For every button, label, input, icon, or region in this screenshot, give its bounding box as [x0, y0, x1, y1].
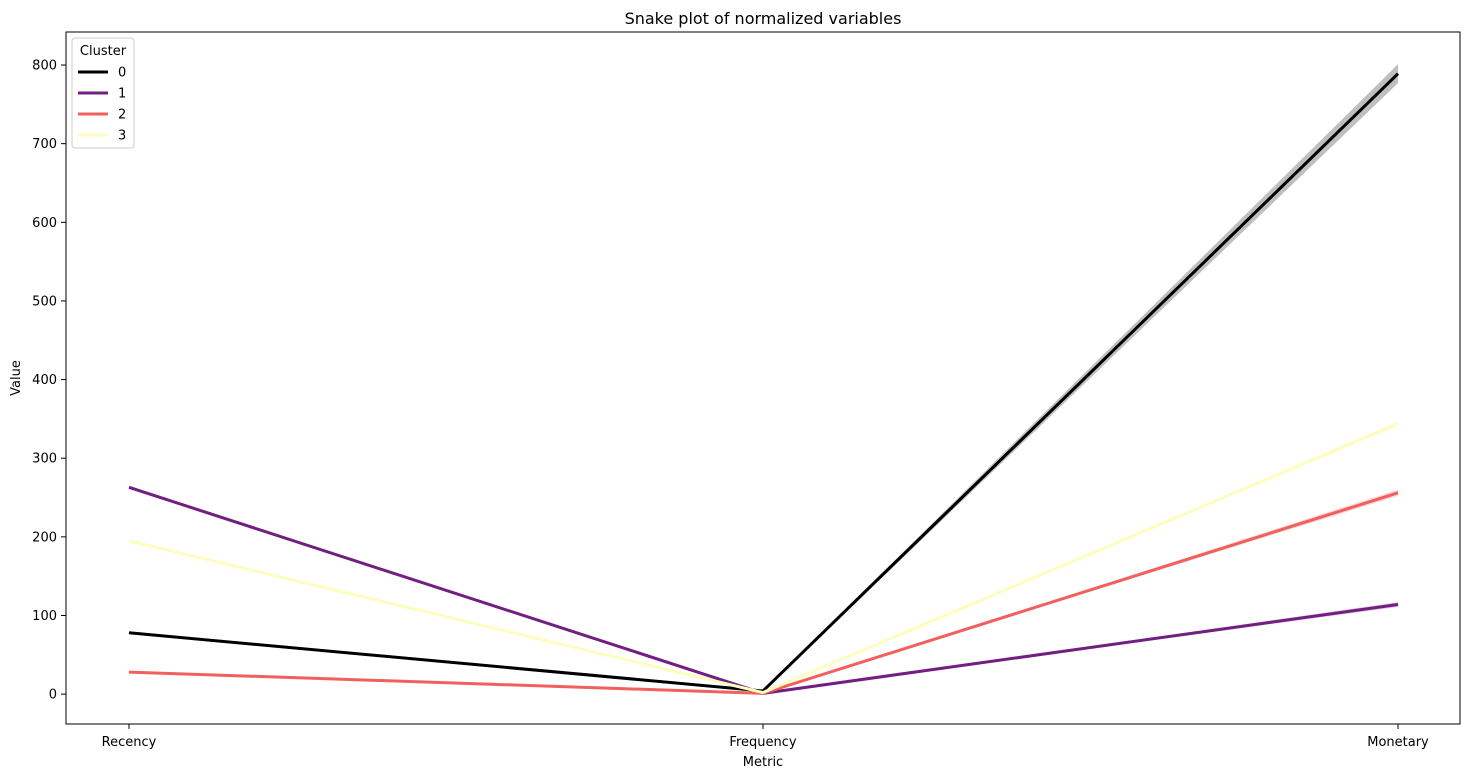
y-tick-label: 600	[32, 216, 57, 231]
legend-title: Cluster	[80, 44, 127, 59]
chart-title: Snake plot of normalized variables	[625, 9, 902, 28]
legend: Cluster 0 1 2 3	[71, 37, 135, 149]
x-axis: Recency Frequency Monetary	[102, 724, 1429, 750]
x-tick-label: Frequency	[729, 735, 796, 750]
confidence-band-1	[129, 485, 1398, 694]
y-tick-label: 300	[32, 452, 57, 467]
series-line-0	[128, 72, 1400, 693]
legend-label-1: 1	[118, 87, 126, 102]
y-axis-label: Value	[9, 360, 24, 396]
y-tick-label: 800	[32, 59, 57, 74]
y-tick-label: 700	[32, 137, 57, 152]
series-lines	[128, 72, 1400, 695]
legend-label-0: 0	[118, 66, 126, 81]
x-tick-label: Recency	[102, 735, 157, 750]
y-tick-label: 100	[32, 609, 57, 624]
y-tick-label: 400	[32, 373, 57, 388]
confidence-band-0	[129, 64, 1398, 692]
y-axis: 0 100 200 300 400 500 600 700 800	[32, 59, 66, 703]
legend-label-3: 3	[118, 129, 126, 144]
confidence-band-3	[129, 421, 1398, 693]
y-tick-label: 500	[32, 294, 57, 309]
confidence-bands	[129, 64, 1398, 694]
plot-frame	[65, 31, 1461, 725]
confidence-band-2	[129, 489, 1398, 694]
series-line-3	[128, 422, 1399, 695]
y-tick-label: 200	[32, 530, 57, 545]
x-tick-label: Monetary	[1367, 735, 1429, 750]
series-line-1	[128, 485, 1399, 695]
y-tick-label: 0	[49, 688, 57, 703]
series-line-2	[128, 491, 1399, 695]
legend-label-2: 2	[118, 108, 126, 123]
x-axis-label: Metric	[743, 755, 783, 770]
